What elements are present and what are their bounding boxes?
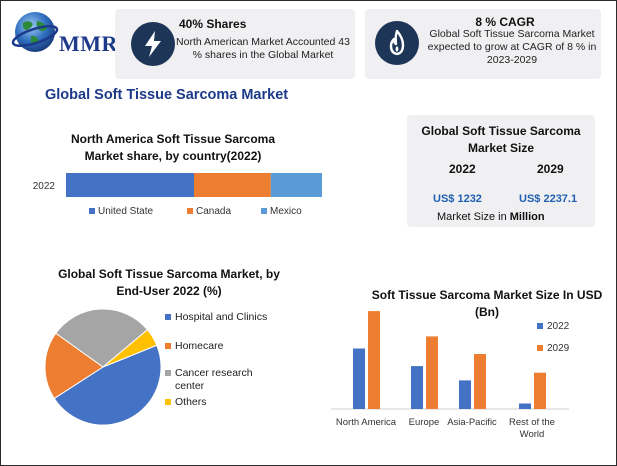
pie-legend-swatch (165, 370, 171, 376)
share-legend-swatch-mexico (261, 208, 267, 214)
shares-text: North American Market Accounted 43 % sha… (176, 36, 350, 61)
pie-slice-others (102, 329, 158, 368)
market-size-box: Global Soft Tissue Sarcoma Market Size 2… (407, 115, 595, 227)
size-bar-rest-of-the-world-2022 (519, 403, 531, 409)
size-legend-label-2029: 2029 (547, 343, 570, 354)
size-category-label-north-america: North America (336, 417, 397, 428)
market-size-year-2029: 2029 (537, 162, 564, 176)
pie-slice-hospital-and-clinics (53, 344, 162, 426)
lightning-icon (131, 22, 175, 66)
size-legend-swatch-2022 (537, 323, 543, 329)
pie-legend-item-cancer-research-center: Cancer research center (165, 367, 269, 393)
share-bar-mexico (270, 173, 322, 197)
pie-legend-swatch (165, 399, 171, 405)
end-user-chart-title: Global Soft Tissue Sarcoma Market, by En… (58, 267, 280, 298)
size-bar-asia-pacific-2022 (459, 380, 471, 409)
share-bar-united-state (66, 173, 194, 197)
pie-legend-swatch (165, 343, 171, 349)
pie-slice-cancer-research-center (55, 308, 149, 368)
size-bar-asia-pacific-2029 (474, 354, 486, 409)
size-chart-title: Soft Tissue Sarcoma Market Size In USD (… (371, 288, 603, 319)
pie-legend-item-others: Others (165, 396, 269, 409)
globe-icon (11, 12, 59, 52)
size-category-label-rest-of-the-world: Rest of the (509, 417, 555, 428)
market-size-year-2022: 2022 (449, 162, 476, 176)
size-bar-rest-of-the-world-2029 (534, 372, 546, 409)
cagr-title: 8 % CAGR (475, 15, 535, 29)
market-size-value-2029: US$ 2237.1 (519, 193, 578, 205)
size-legend-swatch-2029 (537, 345, 543, 351)
share-legend-swatch-canada (187, 208, 193, 214)
market-size-note: Market Size in Million (437, 211, 545, 223)
pie-legend-label: Cancer research center (175, 367, 253, 392)
cagr-card: 8 % CAGR Global Soft Tissue Sarcoma Mark… (365, 9, 601, 79)
size-legend-label-2022: 2022 (547, 321, 570, 332)
logo: MMR (11, 9, 123, 57)
pie-legend-swatch (165, 314, 171, 320)
share-bar-canada (194, 173, 271, 197)
market-size-title: Global Soft Tissue Sarcoma Market Size (421, 124, 581, 155)
size-category-label-rest-of-the-world: World (520, 429, 545, 440)
pie-legend-item-hospital-and-clinics: Hospital and Clinics (165, 311, 269, 324)
size-category-label-asia-pacific: Asia-Pacific (447, 417, 497, 428)
pie-legend-label: Homecare (175, 340, 224, 352)
size-bar-north-america-2022 (353, 348, 365, 409)
pie-legend-item-homecare: Homecare (165, 340, 269, 353)
share-category-label: 2022 (33, 181, 56, 192)
page-title: Global Soft Tissue Sarcoma Market (45, 87, 289, 103)
end-user-pie-chart (44, 308, 162, 426)
logo-text: MMR (59, 31, 118, 56)
share-chart-title: North America Soft Tissue Sarcoma Market… (70, 132, 276, 163)
size-category-label-europe: Europe (409, 417, 440, 428)
shares-card: 40% Shares North American Market Account… (115, 9, 355, 79)
shares-title: 40% Shares (179, 17, 247, 31)
cagr-text: Global Soft Tissue Sarcoma Market expect… (427, 28, 597, 66)
flame-icon (375, 21, 419, 65)
share-legend-label-canada: Canada (196, 206, 231, 217)
share-chart: 2022 United State Canada Mexico (33, 173, 322, 217)
size-bar-north-america-2029 (368, 311, 380, 409)
share-legend-label-united-state: United State (98, 206, 153, 217)
size-bar-europe-2022 (411, 366, 423, 409)
pie-slice-homecare (44, 332, 104, 400)
pie-legend-label: Hospital and Clinics (175, 311, 268, 323)
size-bar-europe-2029 (426, 336, 438, 409)
share-legend-swatch-united-state (89, 208, 95, 214)
size-bar-chart: North America Europe Asia-Pacific Rest of t… (331, 311, 570, 440)
share-legend-label-mexico: Mexico (270, 206, 302, 217)
pie-legend-label: Others (175, 396, 207, 408)
market-size-value-2022: US$ 1232 (433, 193, 482, 205)
